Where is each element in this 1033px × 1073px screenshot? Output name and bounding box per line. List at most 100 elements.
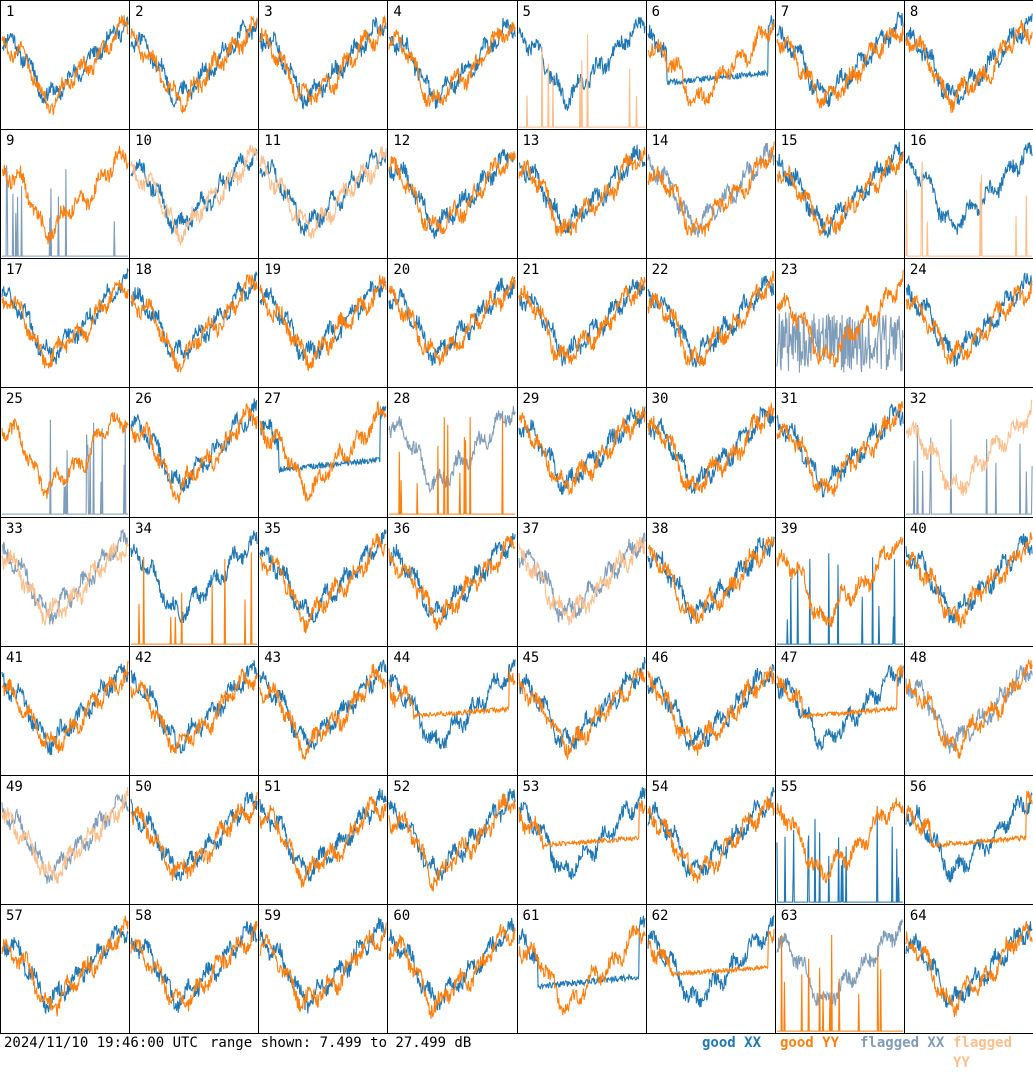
panel-34: 34 bbox=[129, 516, 260, 647]
panel-45: 45 bbox=[516, 645, 647, 776]
panel-plot bbox=[517, 406, 646, 497]
series-yy-line bbox=[388, 667, 517, 720]
series-xx-line bbox=[388, 149, 517, 239]
panel-plot bbox=[647, 663, 775, 756]
series-yy-line bbox=[647, 403, 775, 494]
panel-29: 29 bbox=[516, 387, 647, 518]
panel-plot bbox=[1, 412, 129, 516]
panel-57: 57 bbox=[0, 903, 131, 1034]
series-yy-line bbox=[259, 663, 387, 761]
panel-number: 44 bbox=[393, 649, 411, 666]
panel-4: 4 bbox=[387, 0, 518, 131]
series-xx-line bbox=[776, 11, 904, 108]
panel-plot bbox=[776, 536, 904, 645]
panel-number: 42 bbox=[135, 649, 152, 666]
series-yy-line bbox=[388, 923, 517, 1019]
panel-9: 9 bbox=[0, 129, 131, 260]
panel-31: 31 bbox=[774, 387, 905, 518]
series-yy-line bbox=[388, 276, 517, 367]
panel-17: 17 bbox=[0, 258, 131, 389]
panel-number: 28 bbox=[393, 391, 411, 408]
panel-plot bbox=[905, 531, 1033, 628]
series-xx-line bbox=[776, 919, 904, 1006]
panel-number: 6 bbox=[651, 4, 661, 20]
series-yy-line bbox=[388, 535, 516, 630]
footer: 2024/11/10 19:46:00 UTC range shown: 7.4… bbox=[0, 1033, 1033, 1071]
panel-number: 1 bbox=[6, 4, 15, 20]
panel-number: 51 bbox=[264, 778, 282, 795]
panel-30: 30 bbox=[645, 387, 776, 518]
series-xx-line bbox=[518, 144, 646, 234]
panel-23: 23 bbox=[774, 258, 905, 389]
panel-number: 8 bbox=[909, 4, 919, 20]
series-yy-line bbox=[776, 151, 904, 237]
panel-54: 54 bbox=[645, 774, 776, 905]
series-yy-line bbox=[905, 789, 1033, 848]
series-yy-line bbox=[259, 274, 387, 372]
panel-plot bbox=[647, 15, 775, 107]
panel-number: 59 bbox=[264, 907, 282, 924]
panel-10: 10 bbox=[129, 129, 260, 260]
panel-20: 20 bbox=[387, 258, 518, 389]
series-yy-line bbox=[259, 796, 387, 888]
series-xx-line bbox=[905, 273, 1033, 368]
series-yy-line bbox=[130, 403, 258, 505]
series-yy-line bbox=[776, 664, 904, 719]
panel-number: 38 bbox=[651, 520, 669, 537]
series-xx-line bbox=[776, 806, 903, 903]
series-yy-line bbox=[647, 795, 775, 883]
panel-plot bbox=[647, 914, 775, 1008]
panel-plot bbox=[776, 11, 904, 109]
series-yy-line bbox=[517, 536, 645, 625]
series-yy-line bbox=[518, 406, 646, 497]
series-xx-line bbox=[1, 268, 129, 365]
series-xx-line bbox=[647, 142, 775, 238]
series-yy-line bbox=[389, 417, 516, 516]
panel-plot bbox=[776, 270, 904, 373]
panel-plot bbox=[1, 268, 129, 369]
panel-plot bbox=[647, 270, 775, 368]
panel-plot bbox=[388, 917, 517, 1019]
panel-51: 51 bbox=[258, 774, 389, 905]
panel-number: 16 bbox=[909, 133, 927, 150]
series-yy-line bbox=[517, 666, 646, 761]
series-yy-line bbox=[905, 921, 1033, 1017]
series-yy-line bbox=[130, 920, 258, 1012]
panel-plot bbox=[905, 13, 1033, 114]
series-yy-line bbox=[905, 19, 1033, 114]
series-xx-line bbox=[259, 277, 387, 362]
panel-19: 19 bbox=[258, 258, 389, 389]
series-xx-line bbox=[905, 921, 1033, 1008]
panel-plot bbox=[388, 658, 517, 749]
panel-number: 3 bbox=[264, 4, 273, 20]
series-yy-line bbox=[518, 34, 645, 128]
panel-plot bbox=[647, 535, 775, 624]
panel-plot bbox=[259, 274, 387, 372]
panel-number: 20 bbox=[393, 262, 411, 279]
panel-number: 60 bbox=[393, 907, 411, 924]
series-yy-line bbox=[905, 531, 1033, 628]
panel-number: 58 bbox=[135, 907, 152, 924]
series-xx-line bbox=[259, 528, 387, 623]
series-xx-line bbox=[388, 17, 517, 109]
series-xx-line bbox=[1, 528, 129, 625]
series-yy-line bbox=[647, 20, 775, 107]
panel-14: 14 bbox=[645, 129, 776, 260]
panel-number: 11 bbox=[264, 133, 282, 150]
panel-number: 22 bbox=[651, 262, 669, 279]
panel-13: 13 bbox=[516, 129, 647, 260]
panel-plot bbox=[517, 915, 646, 1016]
series-yy-line bbox=[776, 270, 904, 368]
panel-18: 18 bbox=[129, 258, 260, 389]
panel-number: 32 bbox=[909, 391, 927, 408]
panel-60: 60 bbox=[387, 903, 518, 1034]
panel-number: 13 bbox=[522, 133, 540, 150]
panel-26: 26 bbox=[129, 387, 260, 518]
panel-8: 8 bbox=[903, 0, 1033, 131]
panel-number: 25 bbox=[6, 391, 23, 408]
panel-43: 43 bbox=[258, 645, 389, 776]
series-yy-line bbox=[905, 659, 1033, 759]
panel-22: 22 bbox=[645, 258, 776, 389]
series-xx-line bbox=[905, 664, 1033, 754]
panel-plot bbox=[259, 788, 387, 888]
